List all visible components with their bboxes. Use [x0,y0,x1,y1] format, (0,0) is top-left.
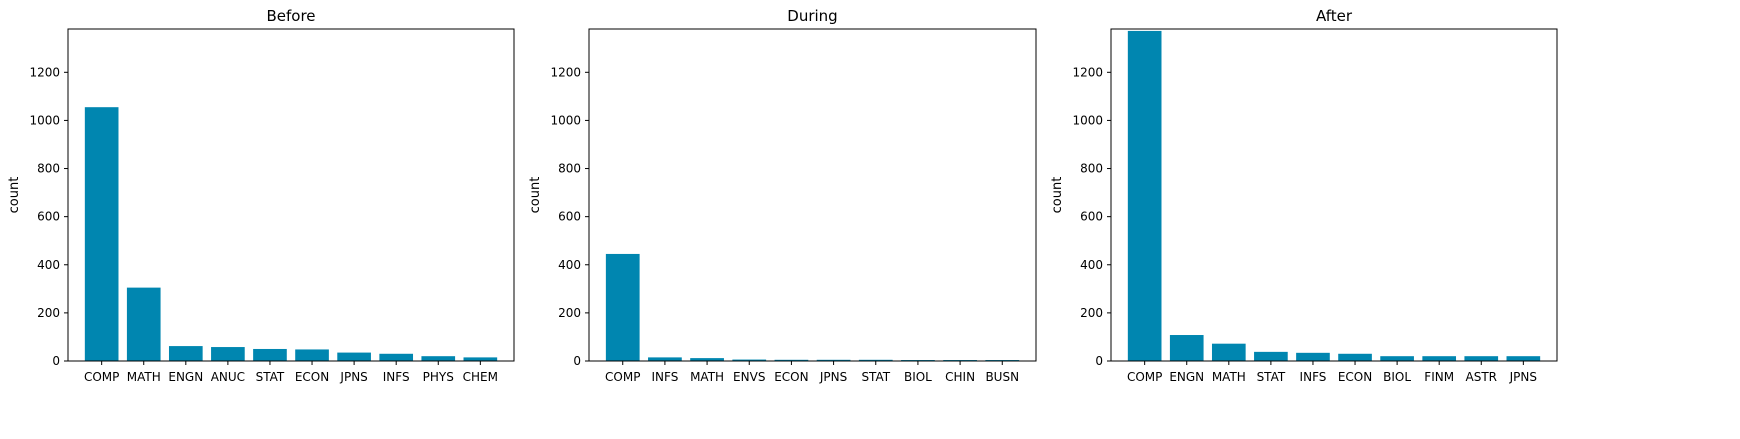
x-tick-label: ENGN [1169,370,1204,384]
bar [1169,335,1204,361]
bar [1422,356,1457,361]
bar [295,349,329,361]
x-tick-label: ENGN [168,370,203,384]
x-tick-label: JPNS [339,370,367,384]
x-tick-label: MATH [127,370,161,384]
bar [337,352,371,361]
x-tick-label: CHIN [945,370,975,384]
y-tick-label: 800 [558,162,581,176]
bar [648,357,682,361]
bar [1296,352,1330,361]
subplot-3: COMP ENGN MATH STAT INFS ECON BIOL FINM ASTR JPNS… [1050,7,1558,384]
y-tick-label: 1200 [1072,65,1103,79]
y-tick-label: 400 [558,258,581,272]
y-tick-label: 800 [1080,162,1103,176]
y-tick-label: 600 [558,210,581,224]
axes-frame [1110,28,1558,362]
y-tick-label: 400 [1080,258,1103,272]
x-tick-label: COMP [605,370,640,384]
bar [1380,356,1414,361]
axes-frame [67,28,515,362]
x-tick-label: INFS [383,370,410,384]
y-tick-label: 200 [37,306,60,320]
x-tick-label: INFS [1300,370,1327,384]
bar [1464,356,1499,361]
x-tick-label: COMP [84,370,119,384]
x-tick-label: COMP [1127,370,1162,384]
y-tick-label: 0 [1095,354,1103,368]
y-tick-label: 800 [37,162,60,176]
x-tick-label: ANUC [211,370,245,384]
bar [211,347,245,361]
x-tick-label: INFS [651,370,678,384]
y-tick-label: 1200 [29,65,60,79]
x-tick-label: ASTR [1466,370,1498,384]
x-tick-label: FINM [1424,370,1454,384]
chart-title: Before [266,7,315,25]
y-tick-label: 400 [37,258,60,272]
x-tick-label: ECON [774,370,808,384]
bar [605,253,640,361]
x-tick-label: MATH [1212,370,1246,384]
axes-frame [588,28,1037,362]
x-tick-label: BIOL [1383,370,1411,384]
y-axis-label: count [7,177,22,214]
x-tick-label: JPNS [1509,370,1537,384]
bar [463,357,498,361]
x-tick-label: STAT [256,370,285,384]
bar [168,346,203,361]
x-tick-label: ECON [295,370,329,384]
bar [858,359,893,361]
x-tick-label: JPNS [819,370,847,384]
y-axis-label: count [528,177,543,214]
bar [1338,353,1372,361]
x-tick-label: ECON [1338,370,1372,384]
bar [126,287,161,361]
chart-title: After [1316,7,1353,25]
bar [84,107,119,361]
y-tick-label: 0 [52,354,60,368]
y-tick-label: 1000 [1072,113,1103,127]
x-tick-label: BUSN [985,370,1019,384]
bar [1127,30,1162,361]
y-tick-label: 600 [37,210,60,224]
y-tick-label: 0 [573,354,581,368]
y-tick-label: 600 [1080,210,1103,224]
bar [1254,351,1288,361]
bar [253,348,287,361]
bar [732,359,767,361]
chart-title: During [787,7,837,25]
x-tick-label: CHEM [463,370,498,384]
bar [379,353,414,361]
y-tick-label: 1000 [550,113,581,127]
x-tick-label: MATH [690,370,724,384]
bar [690,358,724,361]
bar [1506,356,1541,361]
bar [421,356,456,361]
x-tick-label: STAT [1257,370,1286,384]
subplot-2: COMP INFS MATH ENVS ECON JPNS STAT BIOL CHIN BUSN… [528,7,1037,384]
x-tick-label: STAT [861,370,890,384]
y-tick-label: 1000 [29,113,60,127]
x-tick-label: PHYS [423,370,454,384]
bar [774,359,809,361]
y-tick-label: 200 [1080,306,1103,320]
bar [1211,343,1246,361]
x-tick-label: BIOL [904,370,932,384]
y-tick-label: 1200 [550,65,581,79]
subplot-1: COMP MATH ENGN ANUC STAT ECON JPNS INFS PHYS CHEM… [7,7,515,384]
y-axis-label: count [1050,177,1065,214]
x-tick-label: ENVS [733,370,765,384]
y-tick-label: 200 [558,306,581,320]
bar [816,359,851,361]
